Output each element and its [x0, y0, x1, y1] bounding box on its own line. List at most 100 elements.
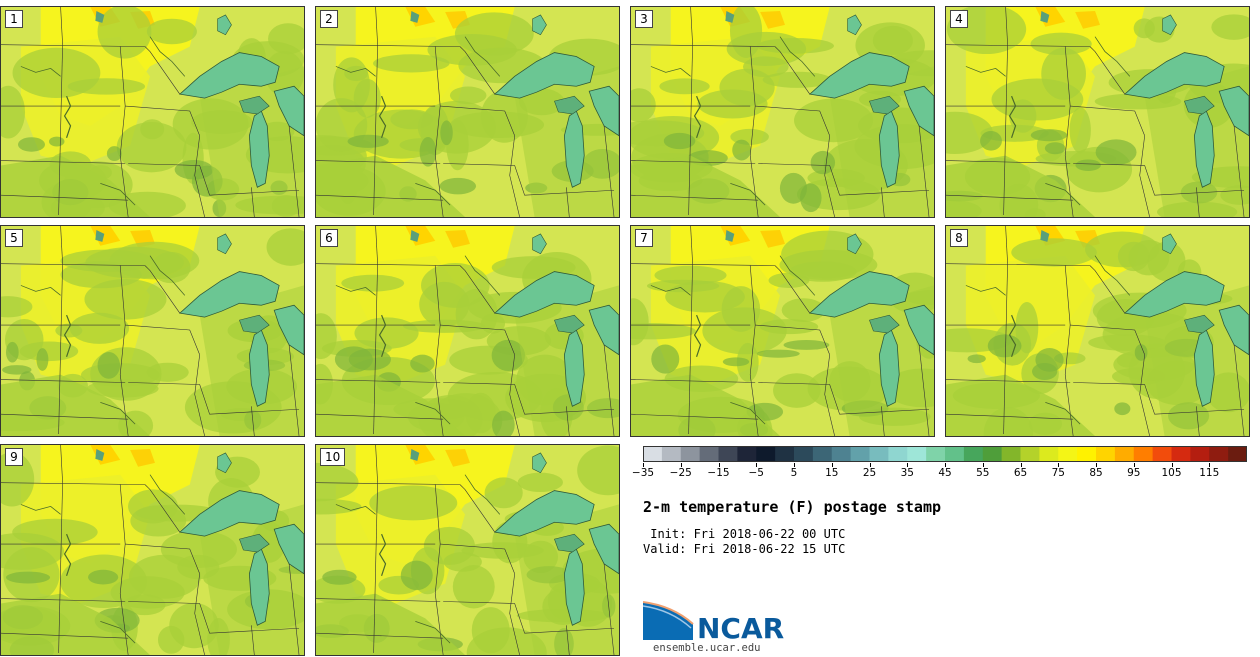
- colorbar-swatch: [1114, 446, 1135, 462]
- colorbar-tick: [1171, 463, 1173, 467]
- colorbar-tick: [945, 463, 946, 467]
- ncar-logo-text: NCAR: [697, 612, 785, 645]
- colorbar-swatch: [1039, 446, 1059, 462]
- colorbar-swatch: [907, 446, 927, 462]
- colorbar-tick-label: 95: [1127, 467, 1141, 479]
- member-number-label: 1: [5, 10, 23, 28]
- member-panel: 2: [315, 6, 620, 218]
- colorbar-tick-label: 115: [1199, 467, 1220, 479]
- member-panel: 10: [315, 444, 620, 656]
- colorbar-tick-label: 75: [1051, 467, 1065, 479]
- colorbar-swatch: [1171, 446, 1191, 462]
- colorbar-tick: [907, 463, 909, 467]
- colorbar-swatch: [1190, 446, 1210, 462]
- colorbar-tick: [1058, 463, 1060, 467]
- member-panel: 4: [945, 6, 1250, 218]
- colorbar-tick-label: 85: [1089, 467, 1103, 479]
- member-number-label: 7: [635, 229, 653, 247]
- colorbar-tick-label: 105: [1161, 467, 1182, 479]
- colorbar-swatch: [1209, 446, 1229, 462]
- colorbar-tick-label: 45: [938, 467, 952, 479]
- colorbar-swatch: [812, 446, 833, 462]
- member-panel: 6: [315, 225, 620, 437]
- colorbar-tick-label: 65: [1013, 467, 1028, 479]
- temperature-map: [316, 445, 619, 655]
- member-number-label: 4: [950, 10, 968, 28]
- member-panel: 9: [0, 444, 305, 656]
- member-panel: 8: [945, 225, 1250, 437]
- colorbar-tick-labels: −35 −25 −15 −5 5 15 25 35 45 55 65 75 85 95 105 115: [630, 463, 1260, 483]
- colorbar-swatch: [737, 446, 757, 462]
- colorbar-swatch: [1228, 446, 1248, 462]
- colorbar-tick: [982, 463, 984, 467]
- colorbar-swatch: [831, 446, 852, 462]
- colorbar-tick: [1020, 463, 1022, 467]
- colorbar-swatch: [963, 446, 984, 462]
- colorbar-swatch: [982, 446, 1003, 462]
- colorbar-swatch: [926, 446, 946, 462]
- temperature-map: [1, 445, 304, 655]
- colorbar-swatch: [643, 446, 663, 462]
- colorbar-tick: [718, 463, 720, 467]
- temperature-map: [316, 226, 619, 436]
- colorbar-tick: [1209, 463, 1211, 467]
- colorbar-tick-label: 35: [900, 467, 914, 479]
- member-panel: 5: [0, 225, 305, 437]
- colorbar-swatch: [794, 446, 814, 462]
- colorbar-tick-label: 25: [862, 467, 877, 479]
- colorbar-swatches: [643, 446, 1248, 462]
- colorbar-tick-label: 55: [976, 467, 990, 479]
- colorbar-swatch: [1152, 446, 1173, 462]
- colorbar-tick: [680, 463, 682, 467]
- colorbar-swatch: [1096, 446, 1116, 462]
- temperature-map: [1, 226, 304, 436]
- init-time: Init: Fri 2018-06-22 00 UTC: [643, 527, 846, 541]
- colorbar-swatch: [1133, 446, 1154, 462]
- member-number-label: 5: [5, 229, 23, 247]
- colorbar-tick-label: −15: [707, 467, 730, 479]
- colorbar-tick-label: −35: [631, 467, 655, 479]
- colorbar-swatch: [850, 446, 871, 462]
- temperature-map: [631, 7, 934, 217]
- temperature-colorbar: [643, 446, 1248, 462]
- map-title: 2-m temperature (F) postage stamp: [643, 498, 942, 516]
- colorbar-tick: [1133, 463, 1135, 467]
- colorbar-tick: [869, 463, 871, 467]
- colorbar-tick-label: −25: [669, 467, 692, 479]
- temperature-map: [946, 226, 1249, 436]
- colorbar-swatch: [945, 446, 965, 462]
- colorbar-tick-label: 15: [825, 467, 839, 479]
- colorbar-swatch: [661, 446, 682, 462]
- member-number-label: 6: [320, 229, 338, 247]
- colorbar-tick: [643, 463, 644, 467]
- colorbar-swatch: [1001, 446, 1022, 462]
- colorbar-swatch: [1077, 446, 1097, 462]
- ensemble-url: ensemble.ucar.edu: [653, 642, 761, 654]
- colorbar-tick: [756, 463, 758, 467]
- temperature-map: [631, 226, 934, 436]
- colorbar-swatch: [680, 446, 701, 462]
- colorbar-swatch: [1020, 446, 1040, 462]
- colorbar-swatch: [869, 446, 889, 462]
- temperature-map: [946, 7, 1249, 217]
- member-number-label: 10: [320, 448, 346, 466]
- member-number-label: 8: [950, 229, 968, 247]
- colorbar-tick-label: 5: [790, 467, 798, 479]
- colorbar-swatch: [699, 446, 720, 462]
- colorbar-tick-label: −5: [748, 467, 764, 479]
- colorbar-swatch: [718, 446, 738, 462]
- colorbar-swatch: [756, 446, 776, 462]
- colorbar-swatch: [1058, 446, 1078, 462]
- colorbar-tick: [831, 463, 833, 467]
- ncar-logo-icon: [643, 601, 694, 640]
- colorbar-swatch: [888, 446, 908, 462]
- member-number-label: 9: [5, 448, 23, 466]
- member-panel: 7: [630, 225, 935, 437]
- member-number-label: 3: [635, 10, 653, 28]
- temperature-map: [316, 7, 619, 217]
- member-number-label: 2: [320, 10, 338, 28]
- colorbar-tick: [794, 463, 795, 467]
- member-panel: 3: [630, 6, 935, 218]
- valid-time: Valid: Fri 2018-06-22 15 UTC: [643, 542, 846, 556]
- colorbar-swatch: [775, 446, 795, 462]
